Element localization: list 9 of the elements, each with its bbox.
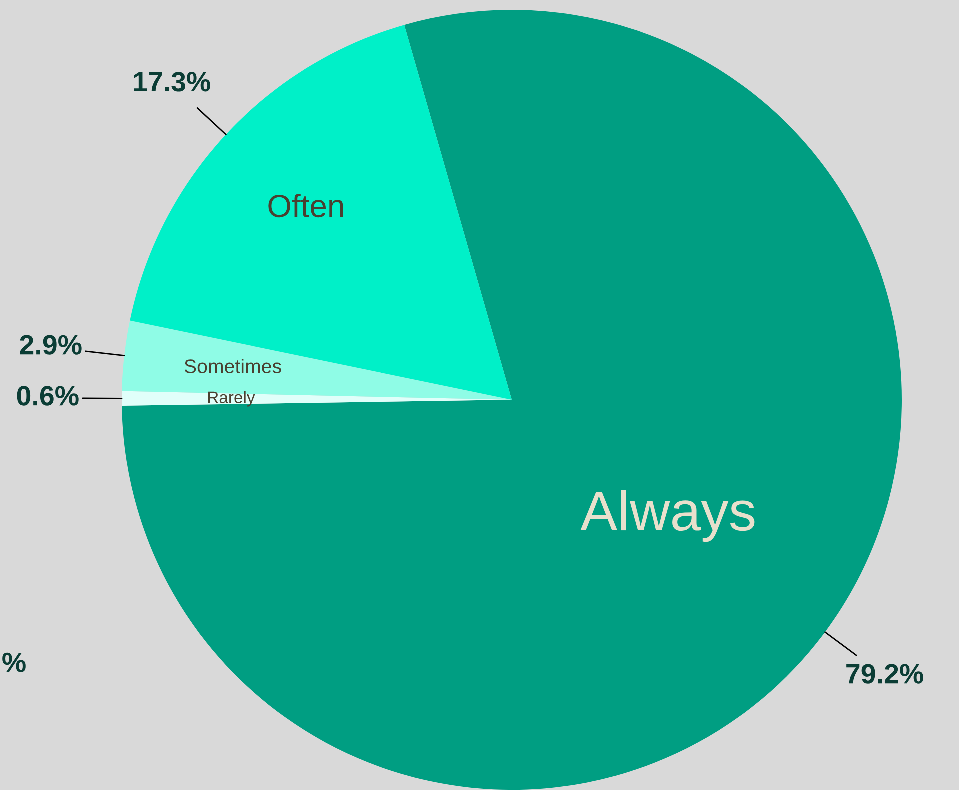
data-label: 17.3% [134,72,210,92]
data-label: 2.9% [20,335,82,355]
data-label: 79.2% [846,664,924,684]
slice-label: Often [268,194,344,218]
data-label: 0.6% [17,386,79,406]
slice-label: Always [580,490,755,542]
slice-label: Sometimes [184,359,282,374]
text: % [2,652,26,672]
slice-label: Rarely [208,391,256,407]
